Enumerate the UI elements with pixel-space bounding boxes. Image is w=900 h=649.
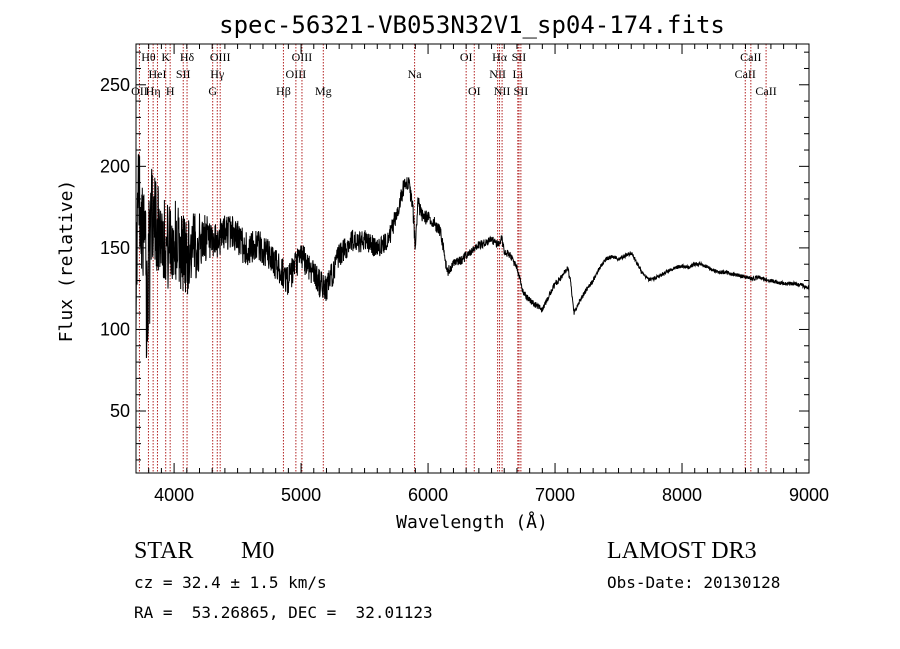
coordinates-text: RA = 53.26865, DEC = 32.01123 bbox=[134, 603, 433, 622]
plot-frame bbox=[135, 43, 810, 474]
object-class: STAR bbox=[134, 538, 194, 564]
spectrum-layer bbox=[135, 153, 810, 359]
y-tick-label: 150 bbox=[100, 238, 130, 258]
y-tick-label: 250 bbox=[100, 75, 130, 95]
spectral-line-label: SII bbox=[512, 50, 527, 64]
y-tick-label: 50 bbox=[110, 401, 130, 421]
spectral-line-label: SII bbox=[514, 84, 529, 98]
spectral-line-label: OIII bbox=[292, 50, 313, 64]
spectral-line-label: Hδ bbox=[180, 50, 195, 64]
spectral-line-label: K bbox=[161, 50, 170, 64]
object-subclass: M0 bbox=[241, 538, 275, 564]
spectral-line-label: OIII bbox=[286, 67, 307, 81]
spectral-line-label: H bbox=[166, 84, 175, 98]
spectral-line-label: Hα bbox=[492, 50, 508, 64]
obs-date-text: Obs-Date: 20130128 bbox=[607, 573, 781, 592]
x-tick-label: 6000 bbox=[408, 485, 448, 505]
spectral-line-label: NII bbox=[489, 67, 506, 81]
x-tick-label: 9000 bbox=[789, 485, 829, 505]
spectral-line-label: G bbox=[208, 84, 217, 98]
chart-title: spec-56321-VB053N32V1_sp04-174.fits bbox=[219, 11, 725, 39]
survey-name: LAMOST DR3 bbox=[607, 538, 757, 564]
spectral-line-label: CaII bbox=[740, 50, 761, 64]
spectral-line-label: Hγ bbox=[210, 67, 225, 81]
axes-layer: 4000 5000 6000 7000 8000 9000 50 100 150 200 250 bbox=[100, 43, 829, 505]
spectral-line-label: OI bbox=[468, 84, 481, 98]
spectral-line-label: CaII bbox=[755, 84, 776, 98]
spectral-line-label: OIII bbox=[210, 50, 231, 64]
spectral-line-label: NII bbox=[494, 84, 511, 98]
y-tick-label: 100 bbox=[100, 319, 130, 339]
spectral-line-label: SII bbox=[176, 67, 191, 81]
spectral-lines-layer: OIIHθHηHeIKHSIIHδGHγOIIIHβOIIIOIIIMgNaOI… bbox=[131, 44, 777, 473]
spectral-line-label: Na bbox=[408, 67, 423, 81]
x-tick-label: 7000 bbox=[535, 485, 575, 505]
spectral-line-label: OII bbox=[131, 84, 148, 98]
spectral-line-label: OI bbox=[460, 50, 473, 64]
spectrum-line bbox=[135, 153, 810, 359]
y-tick-label: 200 bbox=[100, 156, 130, 176]
spectral-line-label: Hβ bbox=[276, 84, 291, 98]
spectral-line-label: HeI bbox=[148, 67, 166, 81]
spectral-line-label: Hθ bbox=[141, 50, 156, 64]
x-tick-label: 8000 bbox=[662, 485, 702, 505]
spectral-line-label: CaII bbox=[735, 67, 756, 81]
x-axis-label: Wavelength (Å) bbox=[396, 511, 548, 533]
y-axis-label: Flux (relative) bbox=[56, 180, 77, 343]
spectral-line-label: Li bbox=[512, 67, 523, 81]
x-tick-label: 5000 bbox=[281, 485, 321, 505]
x-tick-label: 4000 bbox=[154, 485, 194, 505]
redshift-text: cz = 32.4 ± 1.5 km/s bbox=[134, 573, 327, 592]
spectral-line-label: Hη bbox=[146, 84, 161, 98]
spectral-line-label: Mg bbox=[315, 84, 332, 98]
